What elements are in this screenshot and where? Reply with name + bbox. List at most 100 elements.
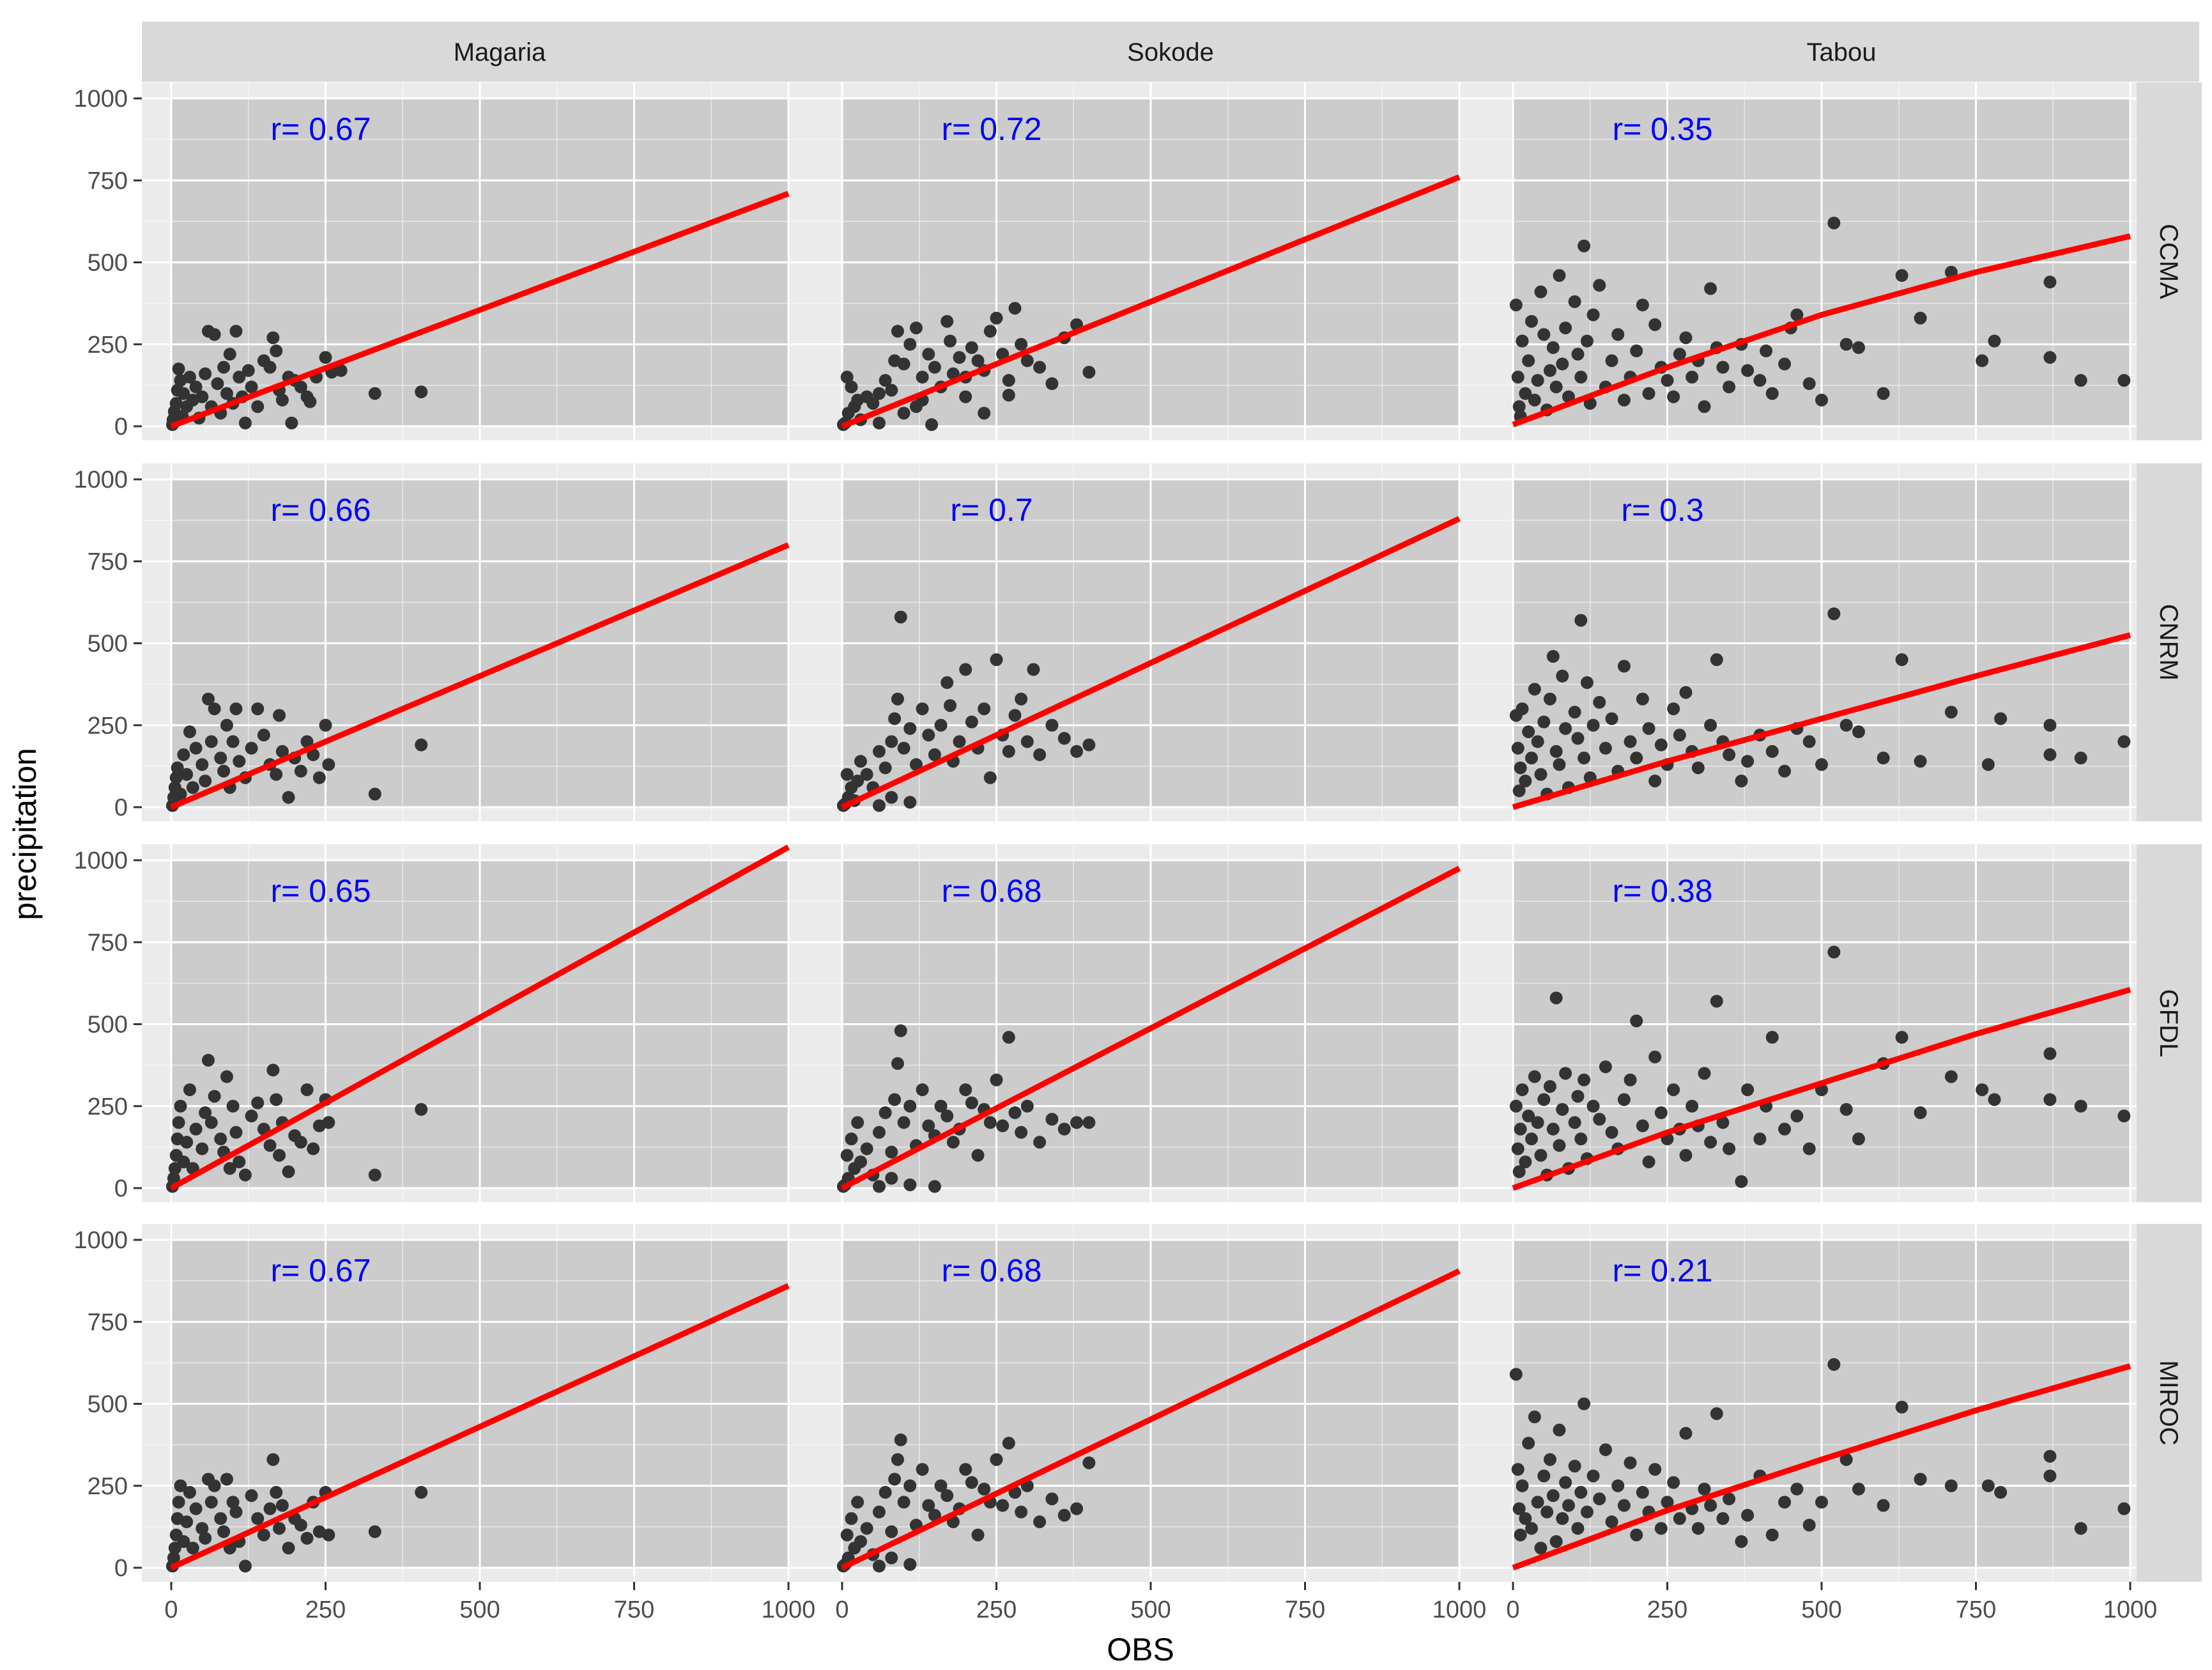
data-point [1531, 735, 1544, 748]
data-point [169, 771, 183, 784]
data-point [245, 741, 258, 755]
data-point [1540, 1505, 1554, 1519]
data-point [1914, 755, 1927, 768]
data-point [183, 1486, 196, 1499]
data-point [840, 1528, 854, 1542]
data-point [1839, 1102, 1853, 1116]
data-point [872, 1505, 886, 1519]
x-tick-label: 0 [164, 1597, 178, 1623]
data-point [186, 1542, 199, 1555]
data-point [245, 1109, 258, 1123]
data-point [1543, 1453, 1556, 1466]
data-point [180, 1515, 194, 1529]
data-point [208, 1479, 221, 1492]
data-point [415, 385, 428, 399]
data-point [270, 768, 283, 781]
data-point [1525, 314, 1538, 328]
data-point [1033, 748, 1047, 761]
data-point [1778, 1122, 1792, 1136]
data-point [1559, 321, 1572, 335]
strip-row-label: MIROC [2154, 1360, 2183, 1445]
data-point [1514, 1122, 1527, 1136]
x-tick-label: 750 [1956, 1597, 1996, 1623]
data-point [1815, 393, 1828, 406]
data-point [916, 1463, 929, 1476]
data-point [1525, 1522, 1538, 1535]
data-point [909, 758, 923, 771]
data-point [1630, 752, 1643, 765]
data-point [891, 1453, 904, 1466]
panel-gfdl-sokode: r= 0.68 [813, 844, 1528, 1202]
data-point [1002, 374, 1015, 387]
data-point [1568, 1116, 1581, 1129]
data-point [885, 1171, 898, 1185]
data-point [1509, 298, 1523, 312]
data-point [233, 1155, 246, 1168]
data-point [1516, 702, 1529, 716]
data-point [233, 755, 246, 768]
strip-row-label: CNRM [2154, 604, 2183, 681]
y-tick-label: 250 [88, 332, 128, 359]
data-point [2117, 374, 2131, 387]
data-point [208, 702, 221, 716]
data-point [1516, 1083, 1529, 1097]
data-point [1661, 1496, 1674, 1509]
data-point [934, 1479, 948, 1492]
data-point [199, 1531, 212, 1545]
data-point [334, 364, 348, 377]
data-point [1839, 718, 1853, 732]
data-point [208, 1090, 221, 1103]
data-point [238, 1168, 252, 1182]
data-point [1045, 718, 1059, 732]
data-point [251, 1096, 265, 1109]
correlation-label: r= 0.7 [950, 492, 1033, 528]
data-point [238, 416, 252, 429]
data-point [1586, 1469, 1600, 1483]
data-point [1642, 387, 1655, 400]
data-point [845, 380, 858, 394]
data-point [928, 1180, 941, 1193]
data-point [840, 768, 854, 781]
correlation-label: r= 0.67 [270, 111, 371, 147]
data-point [1654, 1522, 1668, 1535]
data-point [903, 1099, 917, 1113]
data-point [1723, 1142, 1736, 1156]
data-point [172, 1116, 185, 1129]
data-point [1642, 722, 1655, 735]
correlation-label: r= 0.66 [270, 492, 371, 528]
data-point [322, 758, 335, 771]
data-point [214, 752, 227, 765]
strips-layer: Magaria Sokode Tabou CCMA CNRM GFDL MIROC [142, 22, 2202, 1582]
data-point [1531, 1496, 1544, 1509]
data-point [199, 774, 212, 787]
data-point [177, 748, 190, 761]
data-point [1624, 1073, 1637, 1086]
data-point [845, 1133, 858, 1146]
data-point [322, 1528, 335, 1542]
strip-row-miroc [2137, 1224, 2202, 1582]
data-point [319, 718, 332, 732]
data-point [1723, 1492, 1736, 1506]
x-tick-label: 250 [976, 1597, 1017, 1623]
data-point [1790, 1482, 1804, 1496]
data-point [1605, 1515, 1618, 1529]
data-point [1512, 1502, 1526, 1515]
data-point [319, 351, 332, 364]
data-point [872, 387, 886, 400]
data-point [172, 362, 185, 376]
data-point [1045, 1492, 1059, 1506]
data-point [1704, 1499, 1717, 1512]
data-point [242, 364, 255, 377]
correlation-label: r= 0.21 [1612, 1253, 1712, 1288]
data-point [1686, 1099, 1699, 1113]
data-point [1574, 614, 1588, 627]
data-point [220, 1473, 233, 1486]
data-point [879, 761, 892, 775]
data-point [1580, 334, 1594, 348]
data-point [307, 748, 320, 761]
data-point [214, 1133, 227, 1146]
data-point [1642, 1155, 1655, 1168]
data-point [1765, 1528, 1779, 1542]
data-point [885, 1145, 898, 1159]
data-point [1944, 1070, 1958, 1083]
